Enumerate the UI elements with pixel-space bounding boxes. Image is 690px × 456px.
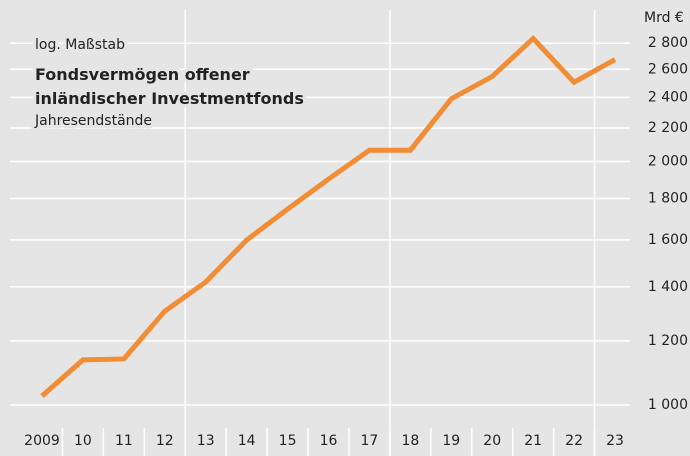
y-tick-label: 1 400 (648, 279, 688, 295)
x-tick-label: 17 (361, 433, 379, 449)
x-tick-label: 16 (320, 433, 338, 449)
line (40, 34, 617, 398)
plot (40, 34, 617, 398)
x-tick-label: 18 (401, 433, 419, 449)
y-tick-label: 1 000 (648, 397, 688, 413)
labels: log. Maßstab Fondsvermögen offener inländ… (24, 10, 688, 449)
y-tick-label: 2 200 (648, 120, 688, 136)
x-tick-label: 19 (442, 433, 460, 449)
chart-subtitle: Jahresendstände (34, 113, 152, 129)
y-tick-label: 1 600 (648, 232, 688, 248)
y-axis-label: Mrd € (644, 10, 684, 26)
x-tick-label: 11 (115, 433, 133, 449)
x-tick-label: 13 (197, 433, 215, 449)
chart-title: Fondsvermögen offener inländischer Invest… (35, 65, 304, 108)
x-tick-label: 14 (238, 433, 256, 449)
y-tick-label: 1 800 (648, 190, 688, 206)
y-tick-label: 1 200 (648, 333, 688, 349)
x-tick-label: 12 (156, 433, 174, 449)
y-tick-label: 2 800 (648, 35, 688, 51)
x-tick-label: 15 (279, 433, 297, 449)
annotation: log. Maßstab (35, 37, 125, 53)
x-tick-label: 10 (74, 433, 92, 449)
y-tick-label: 2 600 (648, 61, 688, 77)
x-tick-label: 21 (524, 433, 542, 449)
x-tick-label: 23 (606, 433, 624, 449)
x-tick-label: 2009 (24, 433, 60, 449)
y-tick-label: 2 400 (648, 89, 688, 105)
x-tick-label: 20 (483, 433, 501, 449)
y-tick-label: 2 000 (648, 153, 688, 169)
x-tick-label: 22 (565, 433, 583, 449)
